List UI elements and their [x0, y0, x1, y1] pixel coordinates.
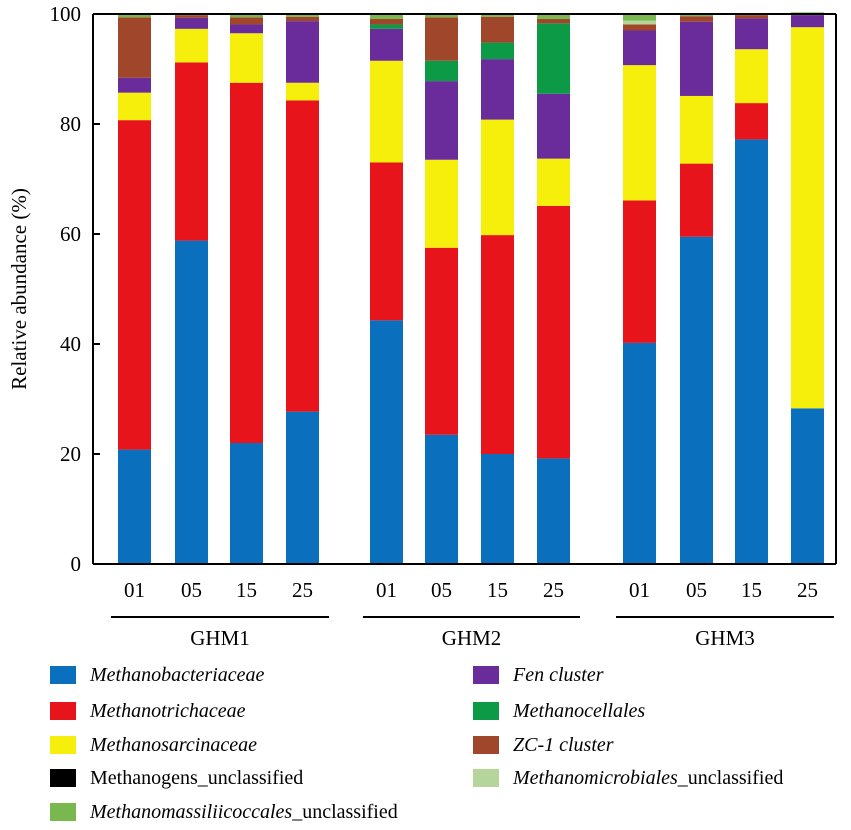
bar-segment-zc-1-cluster	[230, 17, 263, 25]
bar-segment-methanosarcinaceae	[230, 33, 263, 83]
bar-segment-methanotrichaceae	[370, 162, 403, 321]
bar-segment-fen-cluster	[623, 30, 656, 66]
bar-segment-fen-cluster	[680, 21, 713, 96]
bar-segment-methanomassiliicoccales-unclassified	[623, 14, 656, 21]
y-tick-label: 40	[60, 332, 81, 356]
x-tick-label: 05	[181, 578, 202, 602]
bar-segment-methanosarcinaceae	[175, 28, 208, 63]
bar-segment-methanotrichaceae	[425, 247, 458, 435]
bar-segment-zc-1-cluster	[118, 17, 151, 78]
bar-segment-methanosarcinaceae	[791, 27, 824, 409]
bar-segment-methanobacteriaceae	[118, 449, 151, 564]
x-tick-label: 01	[376, 578, 397, 602]
bar-segment-methanobacteriaceae	[680, 236, 713, 564]
bar-segment-methanomassiliicoccales-unclassified	[118, 14, 151, 18]
bar-segment-zc-1-cluster	[735, 15, 768, 19]
bar-segment-methanobacteriaceae	[425, 434, 458, 564]
x-tick-label: 01	[629, 578, 650, 602]
bar-segment-methanocellales	[537, 23, 570, 94]
x-tick-label: 05	[431, 578, 452, 602]
bar-segment-methanobacteriaceae	[623, 342, 656, 564]
bar-segment-fen-cluster	[118, 77, 151, 93]
bar-segment-fen-cluster	[286, 21, 319, 83]
x-tick-label: 25	[543, 578, 564, 602]
bar-segment-methanotrichaceae	[537, 205, 570, 459]
bar-segment-methanotrichaceae	[481, 235, 514, 454]
bar-segment-methanobacteriaceae	[791, 408, 824, 564]
y-tick-label: 100	[50, 2, 82, 26]
bar-segment-methanobacteriaceae	[175, 240, 208, 564]
bar-segment-methanotrichaceae	[623, 200, 656, 343]
bar-segment-methanobacteriaceae	[230, 443, 263, 564]
bar-segment-methanotrichaceae	[735, 103, 768, 140]
y-tick-label: 80	[60, 112, 81, 136]
bar-segment-fen-cluster	[735, 18, 768, 50]
bar-segment-methanobacteriaceae	[735, 139, 768, 564]
bar-segment-fen-cluster	[175, 17, 208, 29]
bar-segment-methanomassiliicoccales-unclassified	[537, 14, 570, 19]
bar-segment-methanocellales	[481, 42, 514, 60]
bar-segment-methanocellales	[370, 24, 403, 29]
bar-segment-fen-cluster	[537, 93, 570, 159]
bar-segment-methanotrichaceae	[680, 163, 713, 237]
bar-segment-methanomassiliicoccales-unclassified	[286, 14, 319, 17]
y-axis-label: Relative abundance (%)	[7, 188, 31, 390]
x-tick-label: 25	[797, 578, 818, 602]
y-tick-label: 60	[60, 222, 81, 246]
y-tick-label: 0	[71, 552, 82, 576]
bar-segment-zc-1-cluster	[623, 24, 656, 31]
y-tick-label: 20	[60, 442, 81, 466]
bar-segment-zc-1-cluster	[680, 16, 713, 22]
bar-segment-fen-cluster	[370, 28, 403, 61]
bar-segment-methanomicrobiales-unclassified	[623, 20, 656, 25]
bar-segment-methanomassiliicoccales-unclassified	[230, 14, 263, 18]
group-label: GHM1	[190, 626, 250, 650]
x-tick-label: 25	[292, 578, 313, 602]
x-tick-label: 15	[741, 578, 762, 602]
bar-segment-methanomassiliicoccales-unclassified	[481, 14, 514, 17]
x-tick-label: 01	[124, 578, 145, 602]
bar-segment-zc-1-cluster	[370, 18, 403, 25]
bar-segment-methanomassiliicoccales-unclassified	[680, 14, 713, 17]
bar-segment-methanosarcinaceae	[370, 60, 403, 163]
x-tick-label: 05	[686, 578, 707, 602]
bar-segment-methanosarcinaceae	[286, 82, 319, 101]
bar-segment-zc-1-cluster	[175, 15, 208, 18]
bar-segment-methanobacteriaceae	[370, 320, 403, 564]
bar-segment-methanosarcinaceae	[680, 95, 713, 164]
bar-segment-zc-1-cluster	[425, 17, 458, 61]
bar-segment-methanobacteriaceae	[286, 411, 319, 564]
bar-segment-methanosarcinaceae	[118, 92, 151, 121]
bar-segment-methanotrichaceae	[175, 62, 208, 241]
bar-segment-fen-cluster	[481, 59, 514, 120]
bar-segment-methanotrichaceae	[230, 82, 263, 443]
bar-segment-methanobacteriaceae	[537, 458, 570, 564]
group-label: GHM3	[695, 626, 755, 650]
x-tick-label: 15	[487, 578, 508, 602]
bar-segment-methanomassiliicoccales-unclassified	[425, 14, 458, 18]
bar-segment-methanomassiliicoccales-unclassified	[370, 14, 403, 19]
bar-segment-methanosarcinaceae	[537, 158, 570, 206]
bar-segment-zc-1-cluster	[481, 16, 514, 43]
bar-segment-methanotrichaceae	[118, 120, 151, 450]
bar-segment-zc-1-cluster	[286, 16, 319, 22]
x-tick-label: 15	[236, 578, 257, 602]
bar-segment-fen-cluster	[425, 81, 458, 160]
bar-segment-methanobacteriaceae	[481, 454, 514, 564]
bar-segment-zc-1-cluster	[537, 18, 570, 24]
bar-segment-fen-cluster	[230, 24, 263, 34]
bar-segment-methanocellales	[425, 60, 458, 82]
bar-segment-methanosarcinaceae	[735, 49, 768, 104]
bar-segment-methanosarcinaceae	[623, 65, 656, 201]
bar-segment-fen-cluster	[791, 15, 824, 28]
bar-segment-methanotrichaceae	[286, 100, 319, 412]
bar-segment-methanosarcinaceae	[481, 119, 514, 236]
group-label: GHM2	[442, 626, 502, 650]
bar-segment-methanosarcinaceae	[425, 159, 458, 248]
